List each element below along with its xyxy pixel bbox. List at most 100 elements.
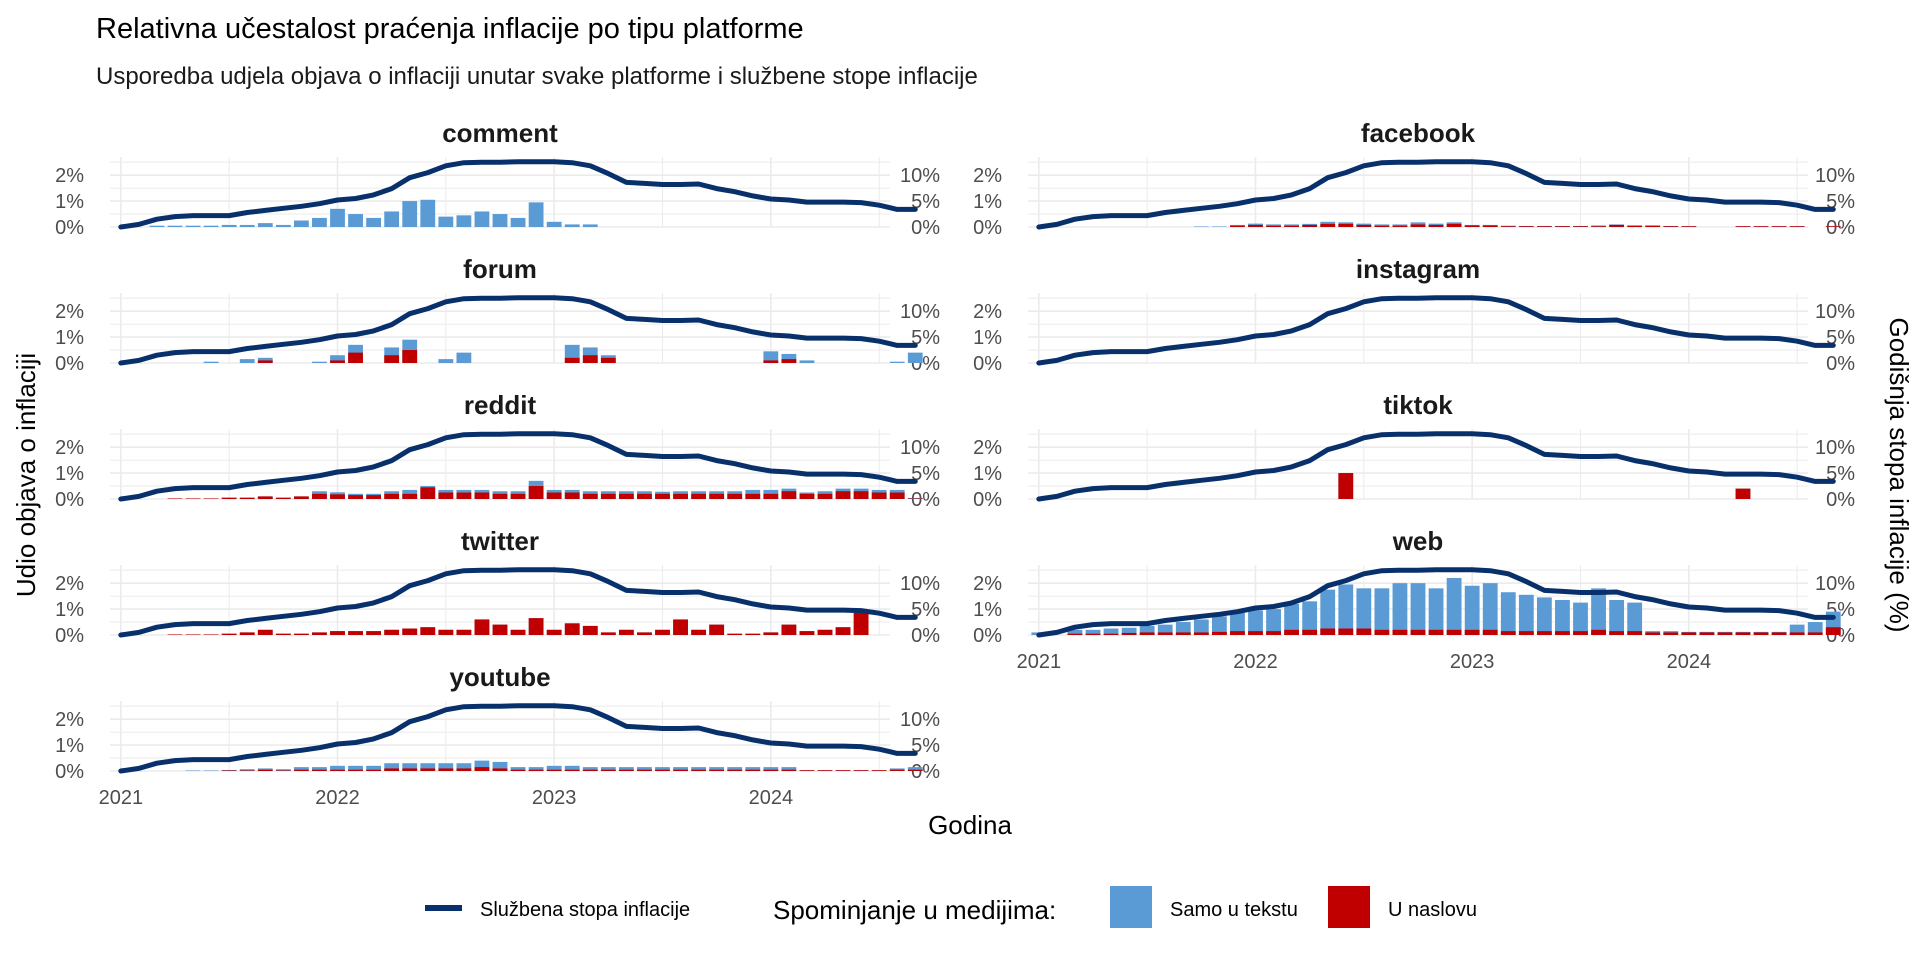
bar-headline: [221, 633, 237, 635]
bar-headline: [564, 357, 580, 363]
bar-headline: [799, 493, 815, 499]
bar-headline: [1771, 226, 1787, 227]
bar-headline: [330, 769, 345, 771]
bar-text-only: [275, 224, 291, 227]
bar-headline: [330, 360, 345, 363]
y-right-tick-label: 5%: [911, 463, 940, 485]
bar-headline: [275, 770, 291, 771]
bar-text-only: [257, 223, 273, 227]
bar-text-only: [907, 767, 923, 771]
bar-headline: [384, 629, 400, 635]
bar-headline: [456, 492, 472, 499]
bar-text-only: [402, 201, 418, 227]
bar-text-only: [402, 763, 418, 771]
bar-text-only: [456, 352, 472, 363]
bar-headline: [1464, 225, 1480, 227]
bar-headline: [1609, 224, 1625, 227]
bar-headline: [1356, 224, 1372, 227]
inflation-line: [118, 567, 918, 638]
bar-headline: [582, 769, 598, 771]
bar-text-only: [1175, 622, 1191, 635]
bar-headline: [727, 493, 743, 499]
bar-headline: [1121, 632, 1137, 635]
bar-headline: [1735, 226, 1751, 227]
bar-text-only: [1193, 226, 1209, 227]
y-left-tick-label: 0%: [55, 353, 84, 375]
bar-headline: [1356, 628, 1372, 635]
y-left-tick-label: 1%: [55, 191, 84, 213]
bar-text-only: [438, 216, 454, 227]
bar-headline: [1103, 633, 1119, 635]
bar-text-only: [384, 763, 400, 771]
bar-headline: [709, 769, 725, 771]
bar-headline: [1338, 628, 1354, 635]
bar-headline: [853, 612, 869, 635]
y-right-tick-label: 10%: [900, 437, 940, 459]
bar-text-only: [1609, 600, 1625, 635]
bar-headline: [835, 627, 851, 635]
bar-headline: [221, 770, 237, 771]
bar-headline: [1230, 631, 1245, 635]
y-left-tick-label: 0%: [55, 761, 84, 783]
bar-text-only: [1428, 588, 1444, 635]
bar-headline: [1825, 627, 1841, 635]
y-left-tick-label: 2%: [973, 301, 1002, 323]
bar-text-only: [330, 355, 345, 363]
bar-text-only: [330, 208, 345, 227]
bar-headline: [1211, 631, 1227, 635]
bar-headline: [781, 359, 797, 363]
bar-headline: [727, 769, 743, 771]
bar-text-only: [456, 215, 472, 227]
x-tick-label: 2021: [1017, 651, 1062, 673]
bar-text-only: [330, 765, 345, 771]
bar-text-only: [185, 225, 201, 227]
bar-headline: [366, 631, 382, 635]
bar-headline: [564, 769, 580, 771]
bar-headline: [1789, 226, 1805, 227]
bar-headline: [1085, 633, 1101, 635]
bar-headline: [835, 770, 851, 771]
bar-headline: [293, 496, 309, 499]
bar-text-only: [1555, 600, 1570, 635]
bar-headline: [257, 360, 273, 363]
bar-headline: [655, 493, 670, 499]
bar-headline: [474, 767, 490, 771]
bar-headline: [546, 629, 562, 635]
bar-headline: [1753, 226, 1769, 227]
bar-headline: [691, 769, 707, 771]
bar-headline: [1591, 629, 1606, 635]
bar-headline: [637, 493, 652, 499]
bar-text-only: [185, 770, 201, 771]
bar-headline: [348, 631, 363, 635]
bar-headline: [293, 633, 309, 635]
bar-headline: [781, 769, 797, 771]
y-left-tick-label: 2%: [55, 437, 84, 459]
bar-text-only: [203, 361, 219, 363]
bar-headline: [655, 769, 670, 771]
facet-panels: comment 0% 1% 2% 0% 5% 10% facebook 0% 1% 2% 0% 5% 10…: [55, 118, 1855, 809]
bar-headline: [275, 497, 291, 499]
facet-title: twitter: [461, 526, 539, 556]
bar-headline: [600, 632, 616, 635]
bar-headline: [384, 768, 400, 771]
bar-text-only: [582, 767, 598, 771]
bar-headline: [474, 619, 490, 635]
bar-headline: [745, 493, 761, 499]
y-right-tick-label: 0%: [911, 489, 940, 511]
bar-text-only: [564, 224, 580, 227]
bar-headline: [618, 769, 634, 771]
bar-headline: [257, 496, 273, 499]
bar-headline: [510, 629, 526, 635]
bar-headline: [1573, 226, 1588, 227]
bar-headline: [817, 629, 833, 635]
bar-text-only: [745, 767, 761, 771]
bar-headline: [564, 623, 580, 635]
bar-headline: [673, 619, 688, 635]
bar-text-only: [438, 359, 454, 363]
y-right-tick-label: 0%: [1826, 217, 1855, 239]
y-right-tick-label: 0%: [911, 625, 940, 647]
bar-headline: [420, 487, 436, 499]
bar-headline: [1627, 631, 1643, 635]
